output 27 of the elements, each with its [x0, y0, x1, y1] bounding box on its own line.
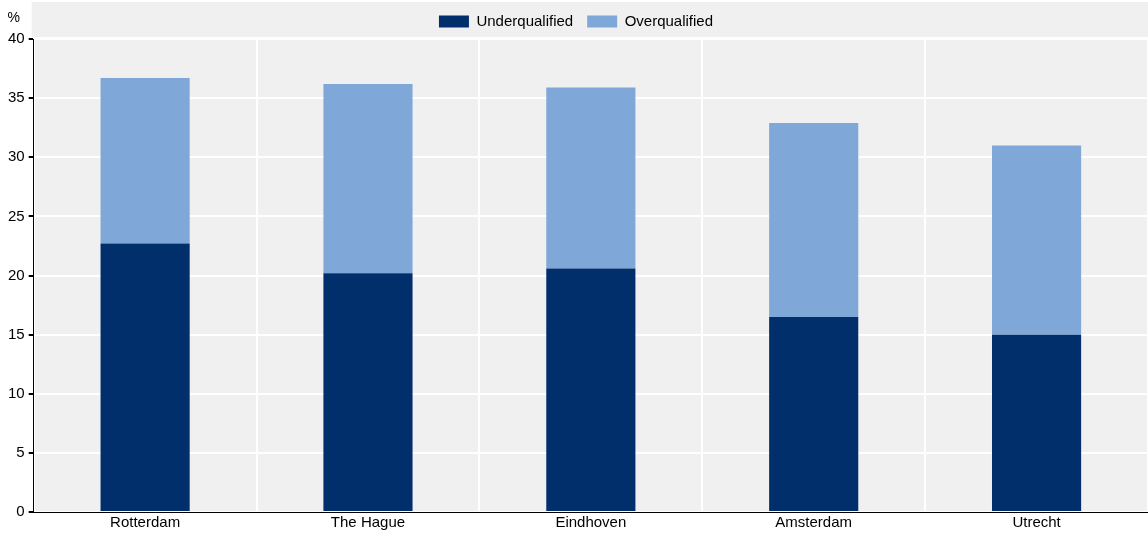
bar [992, 334, 1082, 511]
y-tick-label: 0 [16, 502, 25, 520]
bar [323, 83, 413, 274]
x-tick-label: Amsterdam [775, 513, 853, 531]
y-tick-label: 25 [8, 206, 25, 224]
y-tick-label: 30 [8, 147, 25, 165]
x-tick-label: Utrecht [1012, 513, 1062, 531]
y-tick-label: 35 [8, 88, 25, 106]
bar [323, 273, 413, 511]
bar [992, 145, 1082, 335]
y-tick-label: 5 [16, 443, 25, 461]
x-tick-label: Eindhoven [555, 513, 627, 531]
legend-label: Underqualified [476, 11, 574, 29]
x-tick-label: The Hague [330, 513, 406, 531]
bar [769, 316, 859, 511]
y-axis-title: % [7, 8, 20, 25]
legend-label: Overqualified [624, 11, 714, 29]
bar [100, 243, 190, 511]
bar [546, 87, 636, 269]
y-tick-label: 40 [8, 29, 25, 47]
bar [100, 78, 190, 244]
y-tick-label: 10 [8, 383, 25, 401]
bar [769, 122, 859, 317]
y-tick-label: 15 [8, 324, 25, 342]
y-tick-label: 20 [8, 265, 25, 283]
bar [546, 268, 636, 511]
x-tick-label: Rotterdam [110, 513, 181, 531]
